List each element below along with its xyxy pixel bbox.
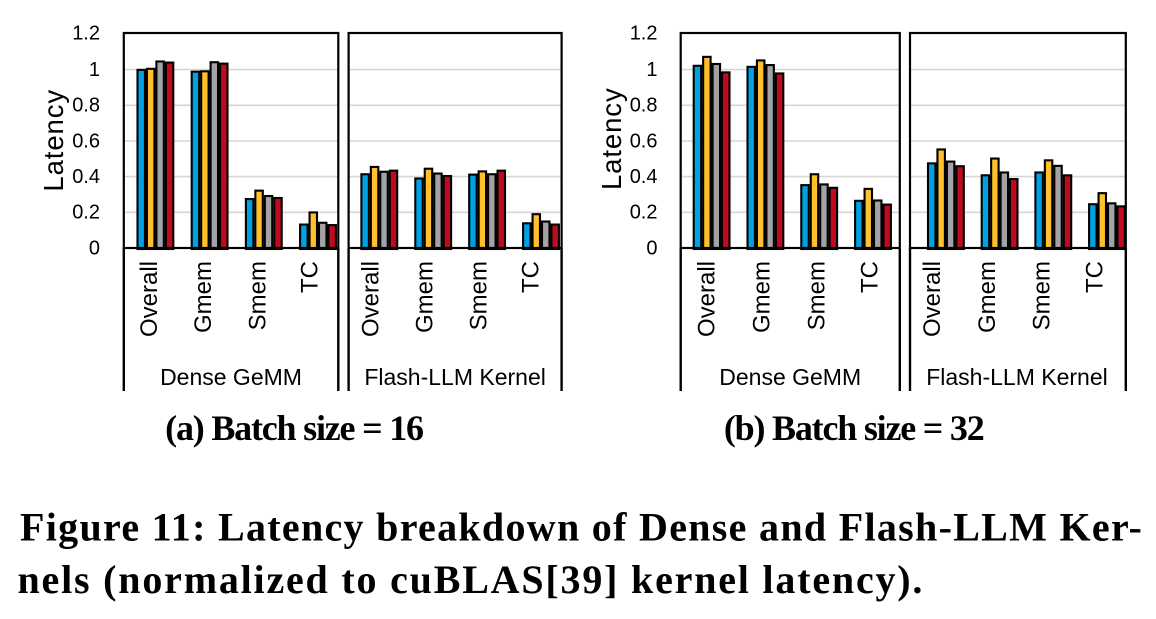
svg-text:0.6: 0.6 — [630, 130, 658, 152]
svg-text:Gmem: Gmem — [749, 261, 776, 333]
svg-text:Overall: Overall — [136, 261, 163, 337]
svg-text:TC: TC — [1082, 261, 1109, 293]
svg-text:TC: TC — [297, 261, 324, 293]
svg-text:0.2: 0.2 — [630, 202, 658, 224]
svg-text:(b) Batch size = 32: (b) Batch size = 32 — [724, 408, 984, 448]
svg-text:Flash-LLM Kernel: Flash-LLM Kernel — [364, 364, 546, 390]
svg-text:0.4: 0.4 — [630, 166, 658, 188]
svg-text:Smem: Smem — [244, 261, 271, 330]
svg-text:Smem: Smem — [804, 261, 831, 330]
svg-text:Latency: Latency — [38, 89, 69, 192]
svg-text:Smem: Smem — [466, 261, 493, 330]
svg-text:TC: TC — [518, 261, 545, 293]
svg-text:1: 1 — [646, 59, 657, 81]
svg-text:0.6: 0.6 — [72, 130, 100, 152]
svg-text:Dense GeMM: Dense GeMM — [719, 364, 861, 390]
svg-text:0.8: 0.8 — [630, 95, 658, 117]
svg-text:Latency: Latency — [596, 87, 627, 190]
svg-text:Smem: Smem — [1029, 261, 1056, 330]
svg-text:1.2: 1.2 — [72, 22, 100, 44]
svg-text:(a) Batch size = 16: (a) Batch size = 16 — [165, 408, 423, 448]
svg-text:0: 0 — [646, 237, 657, 259]
svg-text:0.4: 0.4 — [72, 166, 100, 188]
svg-text:TC: TC — [857, 261, 884, 293]
svg-text:nels (normalized to cuBLAS[39]: nels (normalized to cuBLAS[39] kernel la… — [18, 557, 925, 602]
svg-text:0.8: 0.8 — [72, 95, 100, 117]
svg-text:Overall: Overall — [358, 261, 385, 337]
svg-text:Overall: Overall — [693, 261, 720, 337]
svg-text:Figure 11: Latency breakdown o: Figure 11: Latency breakdown of Dense an… — [20, 505, 1143, 550]
svg-text:Overall: Overall — [919, 261, 946, 337]
svg-text:1.2: 1.2 — [630, 22, 658, 44]
svg-text:Dense GeMM: Dense GeMM — [160, 364, 302, 390]
svg-text:Flash-LLM Kernel: Flash-LLM Kernel — [926, 364, 1108, 390]
svg-text:0.2: 0.2 — [72, 202, 100, 224]
svg-text:Gmem: Gmem — [974, 261, 1001, 333]
svg-text:Gmem: Gmem — [412, 261, 439, 333]
svg-text:Gmem: Gmem — [190, 261, 217, 333]
svg-text:1: 1 — [89, 59, 100, 81]
svg-text:0: 0 — [89, 237, 100, 259]
